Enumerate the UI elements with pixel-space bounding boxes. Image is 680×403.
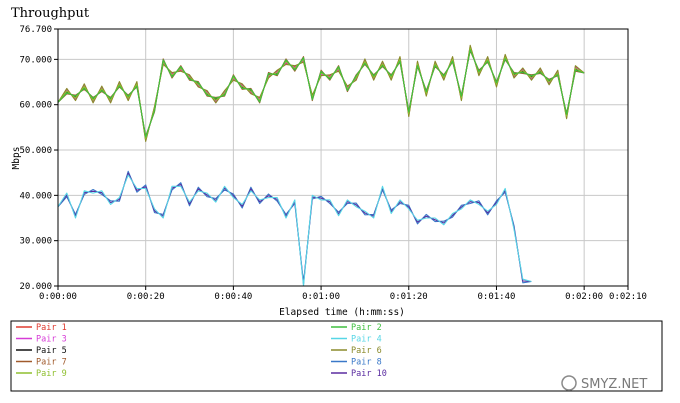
x-axis-label: Elapsed time (h:mm:ss) [279,307,405,318]
legend-box [10,320,663,392]
legend-label: Pair 6 [351,346,382,356]
legend-label: Pair 10 [351,369,387,379]
x-tick-label: 0:02:10 [609,292,647,302]
x-tick-label: 0:00:20 [127,292,165,302]
x-tick-label: 0:01:00 [302,292,340,302]
y-tick-label: 50.000 [19,146,52,156]
series-line-pair-4 [57,174,532,287]
series-line-pair-10 [57,172,532,285]
watermark: SMYZ.NET [561,375,647,392]
watermark-text: SMYZ.NET [581,377,647,392]
x-tick-label: 0:02:00 [565,292,603,302]
legend-label: Pair 7 [36,358,67,368]
legend-label: Pair 3 [36,335,67,345]
plot-area-frame [57,28,629,287]
watermark-logo-icon [561,375,577,391]
y-tick-label: 70.000 [19,55,52,65]
legend-label: Pair 5 [36,346,67,356]
series-line-pair-8 [57,170,532,284]
y-axis-ticks: 20.000 30.000 40.000 50.000 60.000 70.000 76.7… [19,25,58,292]
legend-label: Pair 2 [351,323,382,333]
legend-label: Pair 4 [351,335,382,345]
y-tick-label: 40.000 [19,191,52,201]
x-tick-label: 0:00:40 [214,292,252,302]
legend-label: Pair 1 [36,323,67,333]
chart-title: Throughput [11,6,90,21]
y-tick-label: 30.000 [19,237,52,247]
x-tick-label: 0:01:20 [390,292,428,302]
series-line-pair-6 [57,44,585,142]
y-tick-label: 20.000 [19,282,52,292]
legend-label: Pair 9 [36,369,67,379]
chart-legend: Pair 1 Pair 2 Pair 3 Pair 4 Pair 5 Pair 6 Pair… [16,323,387,379]
series-line-pair-2 [57,49,585,138]
x-axis-ticks: 0:00:00 0:00:20 0:00:40 0:01:00 0:01:20 0:01:… [39,286,647,302]
chart-gridlines [58,29,628,286]
legend-label: Pair 8 [351,358,382,368]
chart-series-lines [57,44,585,287]
y-axis-label: Mbps [11,147,22,170]
y-tick-label: 60.000 [19,101,52,111]
x-tick-label: 0:01:40 [477,292,515,302]
x-tick-label: 0:00:00 [39,292,77,302]
y-tick-label: 76.700 [19,25,52,35]
